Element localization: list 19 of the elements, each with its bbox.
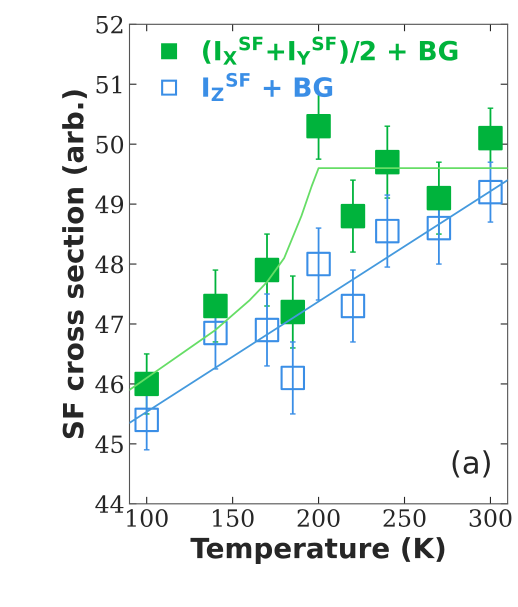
x-tick-label: 300 xyxy=(470,509,512,527)
x-tick-label: 250 xyxy=(384,509,426,527)
legend-label: I$_{Z}$$^{SF}$ + BG xyxy=(203,72,332,102)
x-axis-title: Temperature (K) xyxy=(190,537,444,564)
y-axis-title: SF cross section (arb.) xyxy=(62,90,87,438)
y-tick-label: 51 xyxy=(96,76,122,94)
y-tick-label: 49 xyxy=(95,196,124,214)
y-tick-label: 44 xyxy=(95,495,124,513)
y-tick-label: 50 xyxy=(96,136,124,154)
y-tick-label: 48 xyxy=(95,255,124,274)
y-tick-label: 45 xyxy=(95,435,123,454)
y-tick-label: 52 xyxy=(96,16,122,34)
x-tick-label: 150 xyxy=(212,509,254,527)
y-tick-label: 46 xyxy=(95,375,124,394)
legend-label: (I$_{X}$$^{SF}$+I$_{Y}$$^{SF}$)/2 + BG xyxy=(203,36,458,65)
y-tick-label: 47 xyxy=(95,315,123,333)
x-tick-label: 200 xyxy=(298,509,340,527)
annotation: (a) xyxy=(452,450,490,478)
x-tick-label: 100 xyxy=(127,509,168,527)
